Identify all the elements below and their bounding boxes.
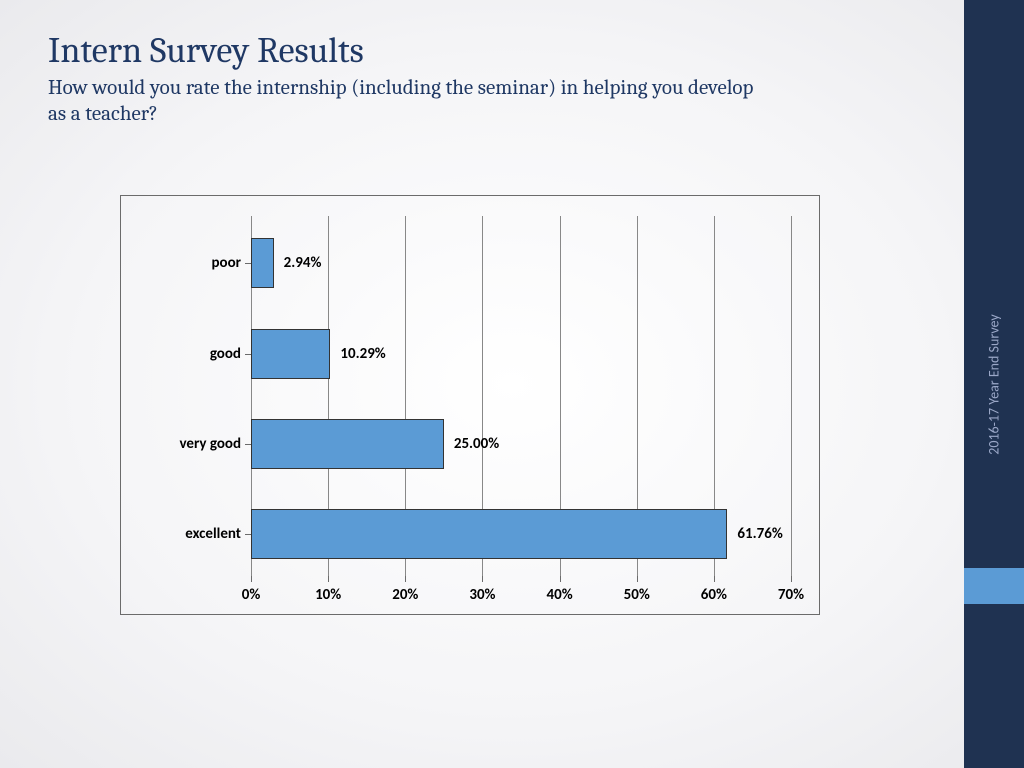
slide-subtitle: How would you rate the internship (inclu…	[48, 75, 768, 128]
y-tickmark	[245, 444, 251, 445]
x-tick-label: 50%	[624, 586, 650, 604]
bar-row: 2.94%	[251, 238, 321, 288]
x-tickmark	[251, 576, 252, 582]
x-tick-label: 40%	[546, 586, 572, 604]
x-tick-label: 30%	[469, 586, 495, 604]
plot-area: 2.94% 10.29% 25.00% 61.76%	[251, 216, 791, 576]
x-tickmark	[791, 576, 792, 582]
bar-value-label: 2.94%	[284, 254, 322, 272]
chart-frame: 2.94% 10.29% 25.00% 61.76% 0% 10% 20% 30% 40% 50…	[120, 195, 820, 615]
sidebar-label-container: 2016-17 Year End Survey	[964, 0, 1024, 768]
x-tick-label: 20%	[392, 586, 418, 604]
category-label: excellent	[121, 525, 241, 543]
category-label: good	[121, 345, 241, 363]
bar	[251, 329, 330, 379]
y-tickmark	[245, 354, 251, 355]
y-tickmark	[245, 263, 251, 264]
title-block: Intern Survey Results How would you rate…	[48, 30, 768, 128]
bar	[251, 238, 274, 288]
bar	[251, 419, 444, 469]
category-label: very good	[121, 435, 241, 453]
bar-row: 25.00%	[251, 419, 499, 469]
gridline	[791, 216, 792, 576]
y-tickmark	[245, 534, 251, 535]
x-tickmark	[405, 576, 406, 582]
x-tickmark	[560, 576, 561, 582]
bar-value-label: 61.76%	[737, 525, 782, 543]
x-tick-label: 10%	[315, 586, 341, 604]
bar-row: 10.29%	[251, 329, 386, 379]
slide: 2016-17 Year End Survey Intern Survey Re…	[0, 0, 1024, 768]
bar	[251, 509, 727, 559]
x-tickmark	[482, 576, 483, 582]
bar-row: 61.76%	[251, 509, 783, 559]
x-tick-label: 60%	[701, 586, 727, 604]
x-tickmark	[328, 576, 329, 582]
x-tickmark	[637, 576, 638, 582]
bar-value-label: 10.29%	[340, 345, 385, 363]
category-label: poor	[121, 254, 241, 272]
bar-value-label: 25.00%	[454, 435, 499, 453]
sidebar-label: 2016-17 Year End Survey	[986, 314, 1003, 454]
slide-title: Intern Survey Results	[48, 30, 768, 71]
x-tick-label: 0%	[242, 586, 261, 604]
x-tickmark	[714, 576, 715, 582]
x-tick-label: 70%	[778, 586, 804, 604]
